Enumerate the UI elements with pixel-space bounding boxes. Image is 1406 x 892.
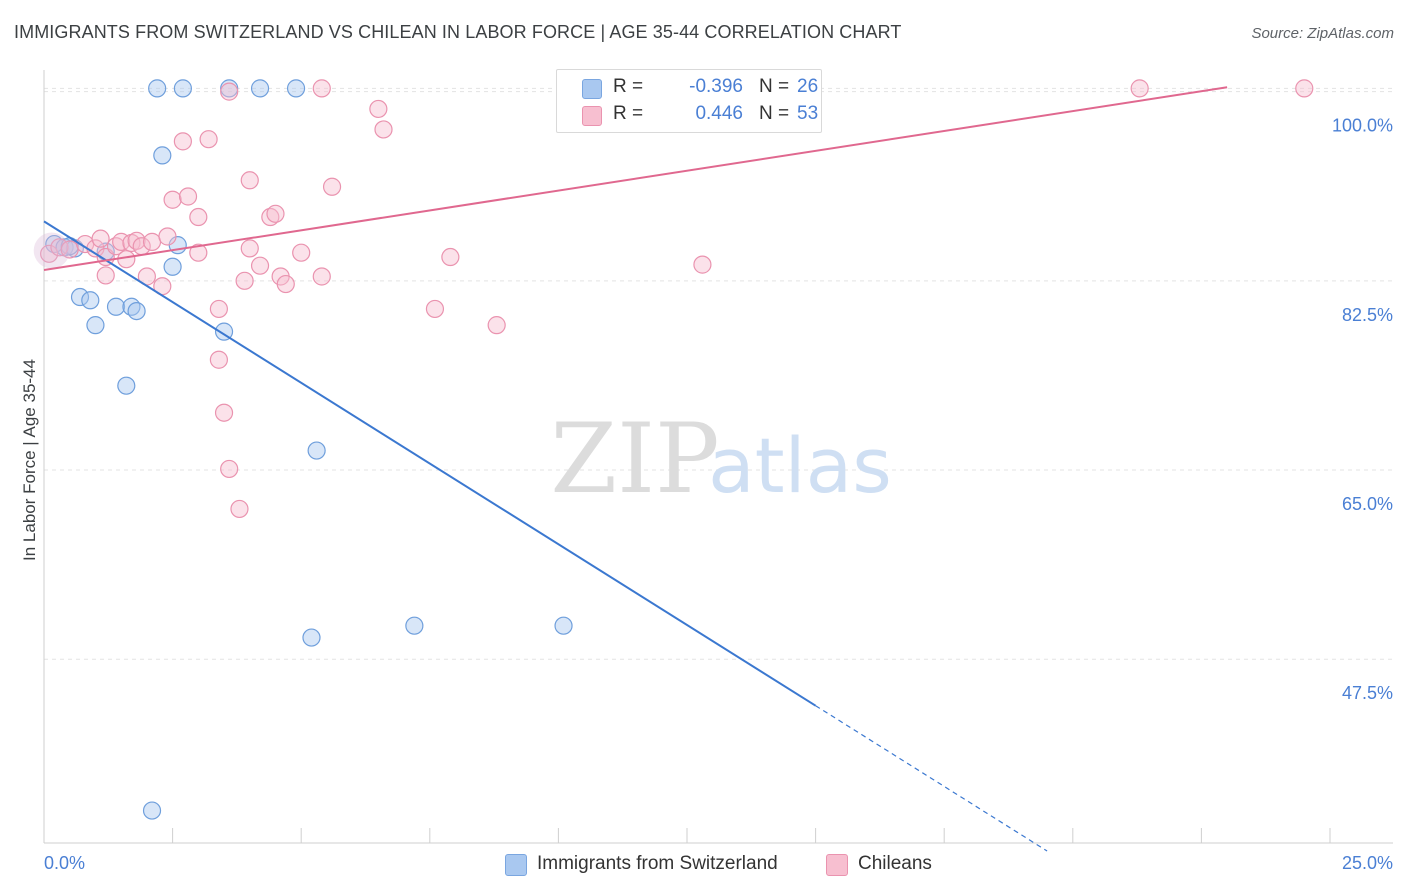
legend-n-value: 53 bbox=[797, 103, 819, 124]
chileans-point bbox=[189, 243, 208, 262]
switzerland-point bbox=[142, 801, 162, 820]
chileans-point bbox=[312, 267, 331, 286]
chileans-point bbox=[693, 255, 712, 274]
chileans-point bbox=[163, 190, 182, 209]
chileans-point bbox=[374, 120, 393, 139]
tick-labels: 47.5% 65.0% 82.5% 100.0% 0.0% 25.0% bbox=[44, 116, 1393, 873]
legend-n-value: 26 bbox=[797, 76, 819, 97]
chileans-point bbox=[199, 130, 218, 149]
chileans-point bbox=[173, 132, 192, 151]
chileans-point bbox=[220, 82, 239, 101]
correlation-legend: R = -0.396 N = 26 R = 0.446 N = 53 bbox=[556, 69, 822, 133]
chileans-point bbox=[1130, 79, 1149, 98]
chileans-trend-line bbox=[43, 86, 1228, 271]
trend-lines bbox=[43, 86, 1228, 852]
switzerland-point bbox=[117, 376, 136, 395]
switzerland-point bbox=[148, 79, 167, 98]
chileans-point bbox=[240, 239, 259, 258]
watermark-zip: ZIP bbox=[550, 403, 719, 515]
legend-r-label: R = bbox=[613, 103, 644, 124]
chileans-point bbox=[240, 171, 259, 190]
y-axis-label: In Labor Force | Age 35-44 bbox=[20, 359, 39, 561]
chileans-point bbox=[220, 459, 239, 479]
switzerland-point bbox=[127, 301, 146, 321]
chileans-point bbox=[189, 207, 208, 227]
y-tick-label: 47.5% bbox=[1342, 683, 1393, 703]
chileans-point bbox=[292, 243, 311, 262]
chileans-point bbox=[127, 231, 146, 250]
switzerland-trend-line bbox=[43, 220, 817, 707]
series-legend: Immigrants from Switzerland Chileans bbox=[0, 853, 1406, 877]
legend-n-label: N = bbox=[759, 76, 790, 97]
watermark-atlas: atlas bbox=[708, 421, 892, 510]
switzerland-point bbox=[250, 79, 270, 98]
switzerland-point bbox=[106, 297, 126, 316]
switzerland-point bbox=[302, 628, 321, 647]
chileans-point bbox=[214, 403, 234, 422]
chileans-point bbox=[322, 177, 342, 196]
chileans-point bbox=[158, 227, 177, 246]
chileans-point bbox=[369, 99, 388, 119]
chileans-point bbox=[91, 229, 110, 248]
legend-swatch-chileans bbox=[582, 106, 602, 126]
chileans-point bbox=[441, 247, 460, 267]
series-name-switzerland: Immigrants from Switzerland bbox=[537, 853, 778, 874]
x-tick-label: 0.0% bbox=[44, 853, 85, 873]
chileans-point bbox=[209, 299, 228, 319]
chileans-point bbox=[1295, 79, 1314, 98]
series-name-chileans: Chileans bbox=[858, 853, 932, 874]
switzerland-point bbox=[405, 616, 424, 635]
switzerland-trend-extension bbox=[815, 705, 1048, 852]
y-tick-label: 100.0% bbox=[1332, 116, 1393, 136]
watermark: ZIP atlas bbox=[550, 403, 891, 515]
y-tick-label: 65.0% bbox=[1342, 494, 1393, 514]
chileans-point bbox=[235, 271, 254, 290]
switzerland-point bbox=[81, 291, 100, 310]
chileans-point bbox=[261, 207, 280, 227]
y-tick-label: 82.5% bbox=[1342, 305, 1393, 325]
switzerland-point bbox=[163, 257, 182, 276]
axes bbox=[43, 70, 1393, 844]
source-label: Source: ZipAtlas.com bbox=[1251, 25, 1394, 42]
chart-title: IMMIGRANTS FROM SWITZERLAND VS CHILEAN I… bbox=[14, 22, 902, 42]
chileans-point bbox=[276, 274, 295, 294]
switzerland-point bbox=[307, 441, 326, 460]
legend-n-label: N = bbox=[759, 103, 790, 124]
chileans-point bbox=[142, 232, 162, 251]
switzerland-point bbox=[86, 316, 105, 335]
switzerland-point bbox=[173, 79, 192, 98]
switzerland-point bbox=[70, 287, 90, 307]
switzerland-point bbox=[153, 146, 172, 165]
chileans-point bbox=[40, 244, 59, 263]
switzerland-point bbox=[286, 79, 306, 98]
switzerland-point bbox=[554, 616, 573, 635]
chileans-point bbox=[230, 499, 249, 519]
chileans-point bbox=[250, 256, 270, 275]
chileans-point bbox=[209, 350, 228, 369]
chileans-point bbox=[425, 299, 445, 319]
legend-r-value: 0.446 bbox=[695, 103, 743, 124]
chileans-point bbox=[487, 316, 506, 335]
series-swatch-chileans bbox=[826, 854, 848, 876]
legend-swatch-switzerland bbox=[582, 79, 602, 99]
cluster-point bbox=[33, 232, 70, 269]
chileans-point bbox=[96, 266, 115, 285]
chileans-point bbox=[178, 187, 198, 206]
series-swatch-switzerland bbox=[505, 854, 527, 876]
legend-r-label: R = bbox=[613, 76, 644, 97]
x-tick-label: 25.0% bbox=[1342, 853, 1393, 873]
data-points bbox=[33, 79, 1314, 820]
legend-r-value: -0.396 bbox=[689, 76, 743, 97]
chileans-point bbox=[266, 204, 285, 223]
chileans-point bbox=[312, 79, 331, 98]
